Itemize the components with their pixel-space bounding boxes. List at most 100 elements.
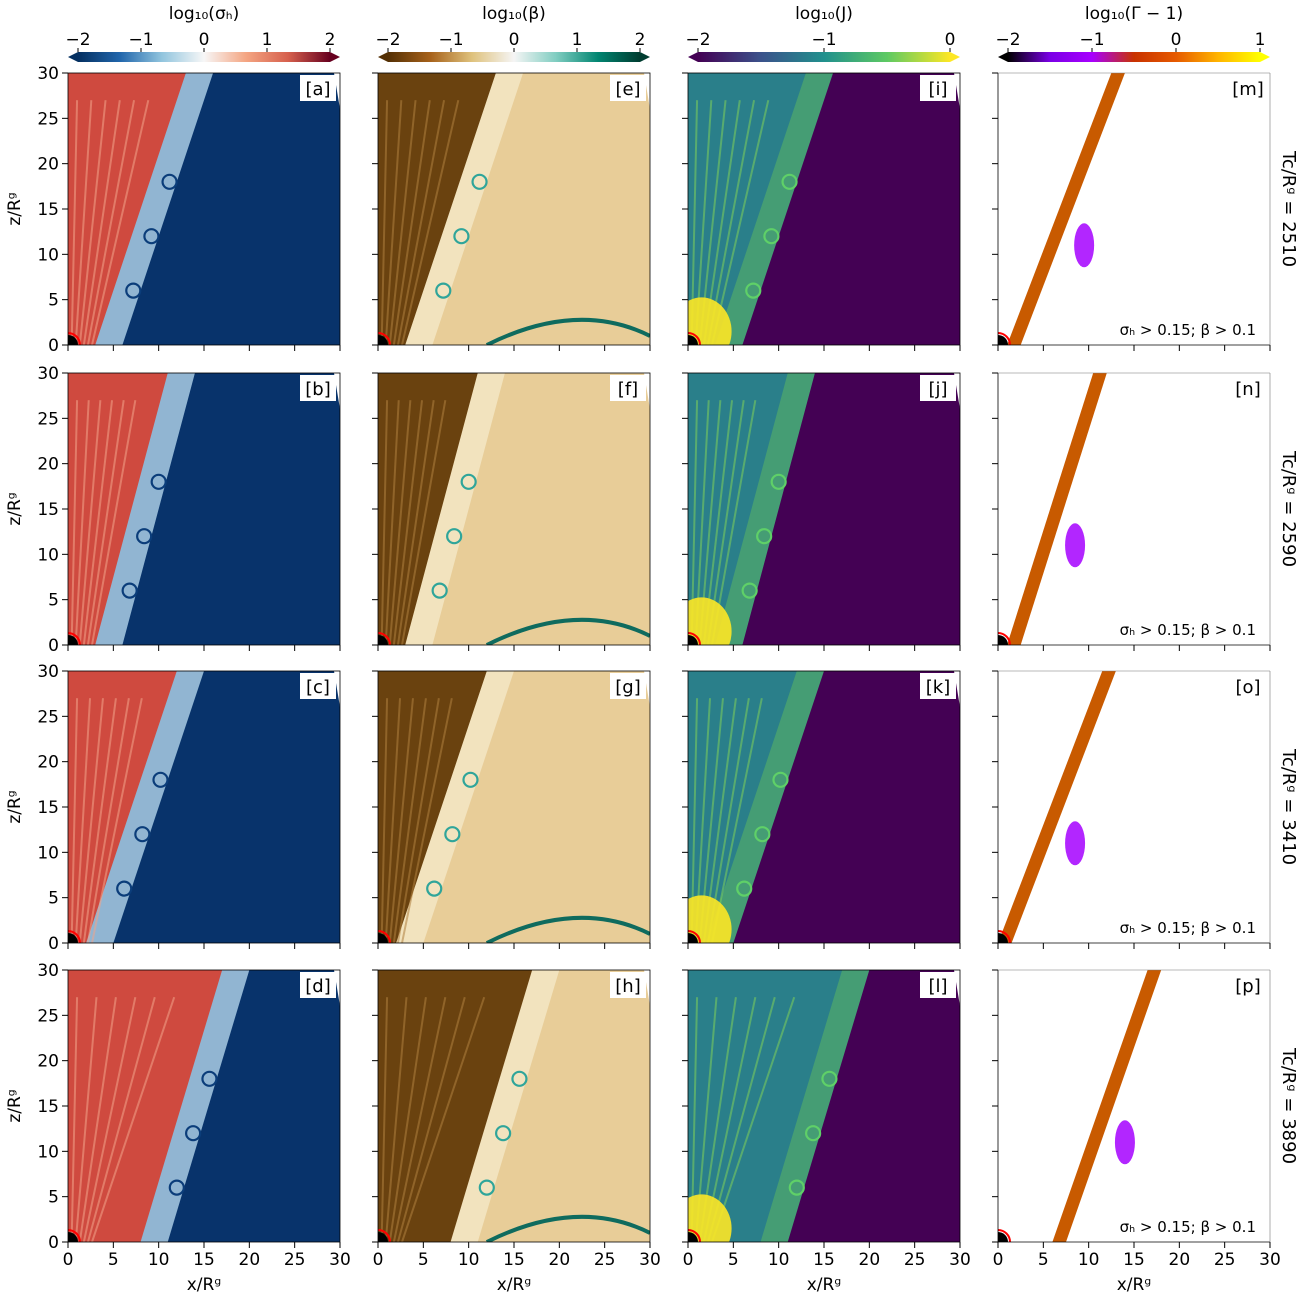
vortex [805,1125,822,1142]
vortex [435,282,452,299]
panel-tag-bg [1230,75,1266,101]
x-tick-label: 25 [1214,1250,1236,1270]
panel-d: [d] 0 5 10 15 20 25 30 0 5 10 15 20 25 30 [37,961,350,1270]
y-tick-label: 0 [48,934,59,954]
high-current-core [688,597,732,645]
panel-tag: [h] [615,976,640,997]
colorbar-current: −2 −1 0 log₁₀(J) [685,4,960,62]
jet-streak [380,400,389,645]
jet-streak [380,997,389,1242]
panel-tag: [e] [615,79,640,100]
colorbar-tick-label: −2 [995,30,1020,50]
jet-streak [86,100,136,345]
vortex [143,228,160,245]
panel-tag: [p] [1235,976,1260,997]
vortex [460,473,477,490]
x-tick-label: 10 [1078,1250,1100,1270]
panel-tag-bg [1230,375,1266,401]
x-tick-label: 30 [329,1250,351,1270]
jet-region [68,373,168,645]
colorbar-tick-label: 2 [325,30,336,50]
black-hole [378,635,388,645]
y-tick-label: 10 [37,1142,59,1162]
panel-tag: [f] [618,379,638,400]
vortex [446,528,463,545]
lorentz-blob [1114,1120,1135,1165]
vortex [821,1070,838,1087]
colorbar-label: log₁₀(β) [482,4,546,24]
y-tick-label: 5 [48,291,59,311]
vortex [788,1179,805,1196]
vortex [462,771,479,788]
x-axis-label: x/Rᵍ [1117,1275,1152,1295]
disk-edge-feature [485,617,650,645]
jet-streak [388,698,414,943]
black-hole [68,635,78,645]
vortex [121,582,138,599]
y-tick-label: 10 [37,545,59,565]
black-hole [688,933,698,943]
y-tick-label: 20 [37,753,59,773]
colorbar-tick-label: 1 [572,30,583,50]
panel-p: [p] σₕ > 0.15; β > 0.1 0 5 10 15 20 25 30 [992,969,1281,1270]
x-tick-label: 0 [63,1250,74,1270]
jet-streak [392,996,447,1242]
colorbar-tick-label: −1 [128,30,153,50]
vortex [431,582,448,599]
panel-g: [g] [372,670,651,949]
jet-region [688,671,797,943]
vortex [150,473,167,490]
x-tick-label: 15 [813,1250,835,1270]
y-tick-label: 0 [48,336,59,356]
jet-streak [401,996,486,1242]
panel-n: [n] σₕ > 0.15; β > 0.1 [992,372,1271,651]
colorbar-tick-label: −1 [1079,30,1104,50]
vortex [511,1070,528,1087]
x-tick-label: 5 [108,1250,119,1270]
panel-tag-bg [610,375,646,401]
jet-streak [70,698,79,943]
vortex [161,173,178,190]
x-tick-label: 20 [549,1250,571,1270]
high-current-core [688,297,732,345]
jet-streak [384,400,400,645]
vortex [741,582,758,599]
x-tick-label: 30 [639,1250,661,1270]
y-axis-label: z/Rᵍ [5,492,25,525]
jet-region [378,671,487,943]
panel-tag-bg [920,673,956,699]
y-tick-label: 0 [48,636,59,656]
panel-o: [o] σₕ > 0.15; β > 0.1 [992,670,1271,949]
jet-streak [396,698,440,943]
jet-streak [384,997,408,1242]
jet-streak [82,698,117,943]
black-hole [68,1232,78,1242]
panel-tag: [a] [305,79,330,100]
black-hole [998,1232,1008,1242]
panel-i: [i] [682,72,961,351]
jet-region [378,73,496,345]
colorbar-tick-label: 2 [635,30,646,50]
panel-tag-bg [300,972,336,998]
jet-streak [78,997,117,1242]
colorbar-sigma-bar [78,52,330,62]
x-tick-label: 10 [148,1250,170,1270]
colorbar-tick-label: 0 [199,30,210,50]
jet-region [688,373,788,645]
vortex [426,880,443,897]
y-tick-label: 5 [48,1188,59,1208]
mask-label: σₕ > 0.15; β > 0.1 [1120,1218,1256,1236]
y-tick-label: 0 [48,1233,59,1253]
panel-e: [e] [372,72,651,351]
y-axis-label: z/Rᵍ [5,1089,25,1122]
vortex [772,771,789,788]
colorbar-beta: −2 −1 0 1 2 log₁₀(β) [375,4,650,62]
panel-b: [b] 0 5 10 15 20 25 30 [37,364,341,656]
jet-streak [74,400,90,645]
black-hole [378,335,388,345]
vortex [134,826,151,843]
jet-streak [392,698,427,943]
jet-streak [401,400,447,645]
vortex [495,1125,512,1142]
colorbar-label: log₁₀(σₕ) [169,4,239,24]
